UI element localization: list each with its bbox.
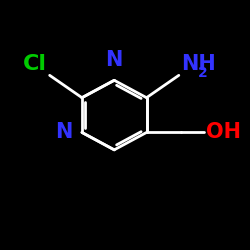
Text: OH: OH bbox=[206, 122, 241, 142]
Text: N: N bbox=[55, 122, 72, 142]
Text: Cl: Cl bbox=[23, 54, 47, 74]
Text: 2: 2 bbox=[198, 66, 207, 80]
Text: N: N bbox=[106, 50, 123, 70]
Text: NH: NH bbox=[181, 54, 216, 74]
